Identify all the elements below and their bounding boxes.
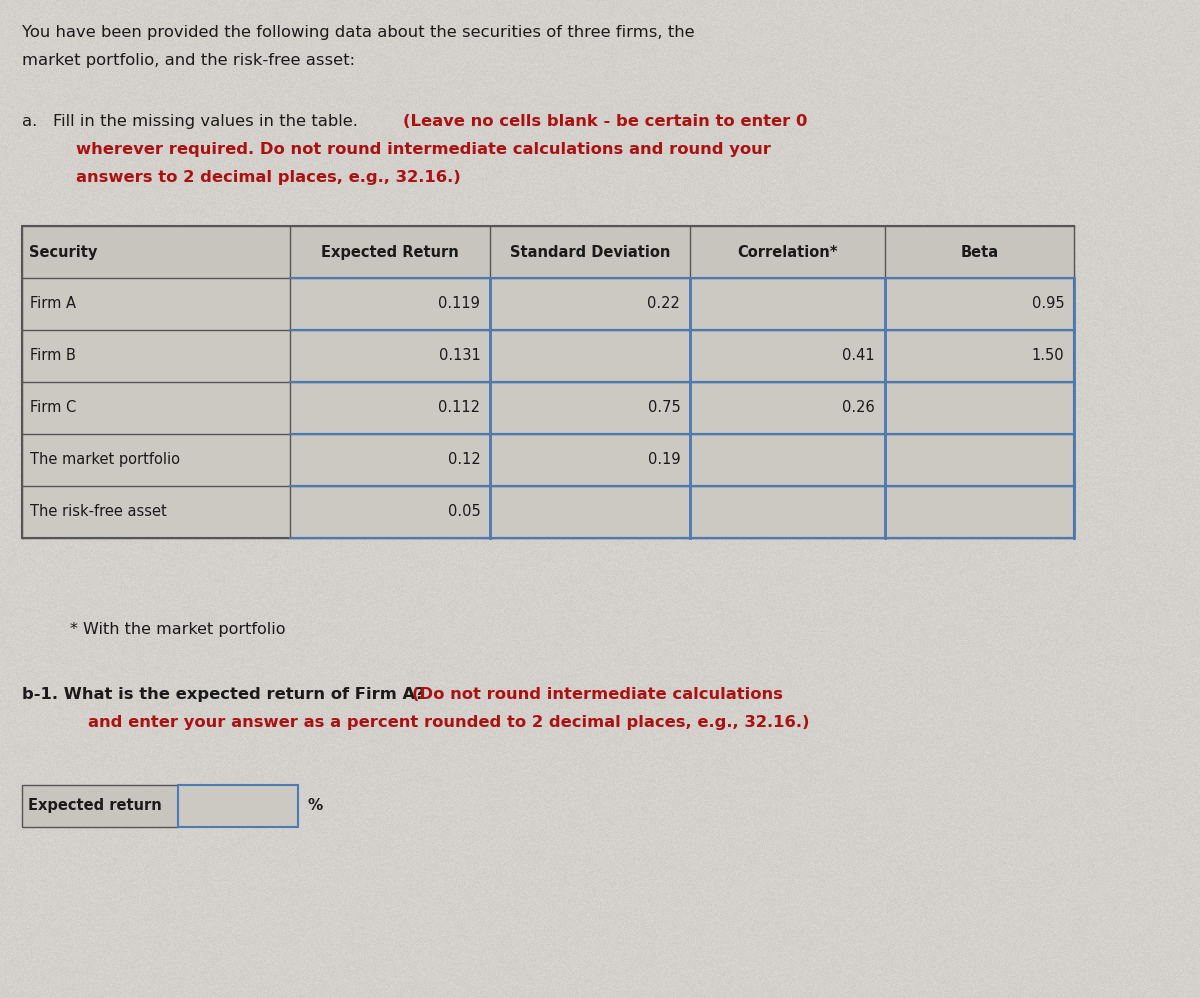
Text: Expected Return: Expected Return [322,245,458,259]
Text: 0.75: 0.75 [648,400,680,415]
Text: 0.12: 0.12 [448,452,480,467]
Text: Security: Security [29,245,97,259]
Text: a.   Fill in the missing values in the table.: a. Fill in the missing values in the tab… [22,115,362,130]
Text: and enter your answer as a percent rounded to 2 decimal places, e.g., 32.16.): and enter your answer as a percent round… [88,716,809,731]
Text: 0.22: 0.22 [647,296,680,311]
Text: b-1. What is the expected return of Firm A?: b-1. What is the expected return of Firm… [22,688,430,703]
Text: answers to 2 decimal places, e.g., 32.16.): answers to 2 decimal places, e.g., 32.16… [76,171,461,186]
Text: Firm A: Firm A [30,296,76,311]
Text: The market portfolio: The market portfolio [30,452,180,467]
Text: * With the market portfolio: * With the market portfolio [70,623,286,638]
Text: (Do not round intermediate calculations: (Do not round intermediate calculations [412,688,782,703]
Text: 0.19: 0.19 [648,452,680,467]
Text: The risk-free asset: The risk-free asset [30,504,167,519]
Text: Beta: Beta [960,245,998,259]
Text: 0.26: 0.26 [842,400,875,415]
Text: Firm B: Firm B [30,348,76,363]
Text: 1.50: 1.50 [1032,348,1064,363]
Text: 0.131: 0.131 [438,348,480,363]
Text: 0.05: 0.05 [448,504,480,519]
Text: 0.112: 0.112 [438,400,480,415]
Text: Firm C: Firm C [30,400,77,415]
Text: (Leave no cells blank - be certain to enter 0: (Leave no cells blank - be certain to en… [403,115,808,130]
Text: Correlation*: Correlation* [737,245,838,259]
Text: 0.41: 0.41 [842,348,875,363]
Text: You have been provided the following data about the securities of three firms, t: You have been provided the following dat… [22,25,695,40]
Text: 0.119: 0.119 [438,296,480,311]
Text: %: % [307,798,323,813]
Text: wherever required. Do not round intermediate calculations and round your: wherever required. Do not round intermed… [76,143,770,158]
Text: Standard Deviation: Standard Deviation [510,245,670,259]
Text: 0.95: 0.95 [1032,296,1064,311]
Text: market portfolio, and the risk-free asset:: market portfolio, and the risk-free asse… [22,53,355,68]
Text: Expected return: Expected return [28,798,161,813]
